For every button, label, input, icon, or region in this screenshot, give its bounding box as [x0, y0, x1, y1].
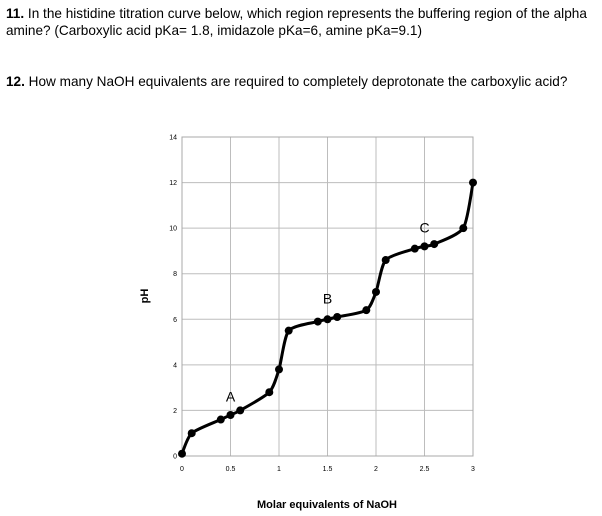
data-point [362, 306, 371, 315]
chart-grid [181, 136, 474, 457]
data-point [265, 388, 274, 397]
y-tick-label: 6 [173, 317, 177, 324]
x-tick-label: 1 [277, 466, 281, 473]
x-tick-label: 1.5 [323, 466, 333, 473]
y-tick-label: 2 [173, 408, 177, 415]
y-tick-label: 4 [173, 362, 177, 369]
chart-points [178, 178, 477, 458]
data-point [226, 410, 235, 419]
data-point [333, 313, 342, 322]
chart-annotations: A B C [226, 220, 430, 405]
data-point [381, 256, 390, 265]
data-point [410, 244, 419, 253]
region-label: B [323, 290, 332, 306]
x-tick-label: 3 [471, 466, 475, 473]
data-point [420, 242, 429, 251]
data-point [430, 240, 439, 249]
plot-frame [181, 136, 474, 457]
question-12-text: How many NaOH equivalents are required t… [24, 74, 568, 89]
data-point [469, 178, 477, 187]
region-label: C [419, 220, 429, 236]
x-tick-label: 2.5 [420, 466, 430, 473]
y-tick-label: 0 [173, 454, 177, 461]
data-point [216, 415, 225, 424]
y-tick-label: 14 [169, 135, 177, 142]
question-11-text: In the histidine titration curve below, … [6, 6, 587, 38]
data-point [459, 224, 468, 233]
question-11-number: 11. [6, 6, 25, 21]
y-tick-label: 10 [169, 226, 177, 233]
y-tick-label: 8 [173, 271, 177, 278]
data-point [187, 429, 196, 438]
x-tick-label: 0 [180, 466, 184, 473]
data-point [236, 406, 245, 415]
data-point [313, 317, 322, 326]
data-point [284, 326, 293, 335]
question-11: 11. In the histidine titration curve bel… [6, 5, 598, 39]
y-axis-title: pH [139, 289, 151, 304]
y-tick-label: 12 [169, 180, 177, 187]
x-tick-label: 0.5 [226, 466, 236, 473]
chart-ticks: 0 0.5 1 1.5 2 2.5 3 0 2 4 6 8 10 12 14 [169, 135, 475, 474]
data-point [323, 315, 332, 324]
question-12: 12. How many NaOH equivalents are requir… [6, 73, 602, 90]
region-label: A [226, 388, 236, 404]
data-point [178, 449, 186, 458]
x-axis-title: Molar equivalents of NaOH [257, 499, 397, 511]
question-12-number: 12. [6, 74, 25, 89]
data-point [275, 365, 283, 374]
x-tick-label: 2 [374, 466, 378, 473]
data-point [372, 287, 380, 296]
